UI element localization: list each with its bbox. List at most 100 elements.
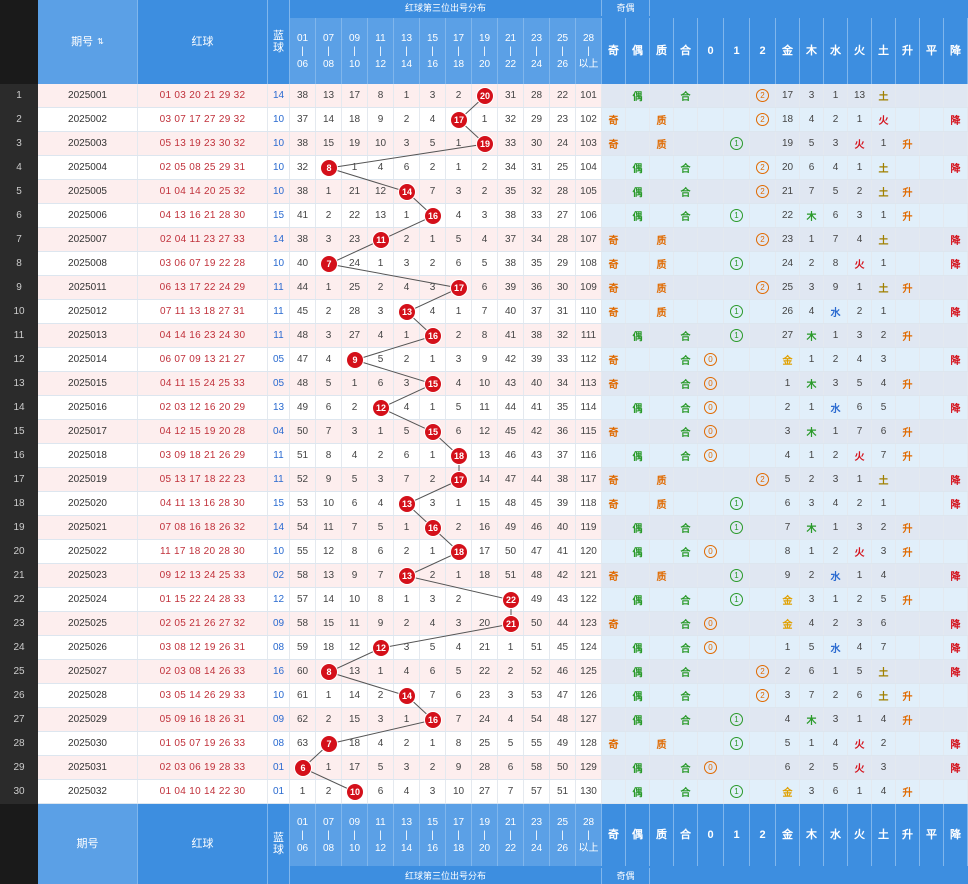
attr-value: 4 <box>784 450 791 461</box>
attr-cell <box>920 132 944 155</box>
dist-cell: 6 <box>446 252 472 275</box>
dist-cell: 10 <box>472 372 498 395</box>
attr-value: 1 <box>856 474 863 485</box>
attr-value: 2 <box>832 690 839 701</box>
attr-cell: 2 <box>824 540 848 563</box>
blue-ball-cell: 14 <box>268 228 290 251</box>
attr-value: 偶 <box>632 716 643 727</box>
attr-cell <box>698 276 724 299</box>
attr-value: 合 <box>680 428 691 439</box>
attr-cell <box>750 732 776 755</box>
attr-header-mod-2: 2 <box>750 18 776 84</box>
attr-cell <box>626 108 650 131</box>
attr-value: 合 <box>680 356 691 367</box>
red-balls-cell: 04 14 16 23 24 30 <box>138 324 268 347</box>
header-blue-label: 蓝球 <box>273 832 284 856</box>
attr-cell: 合 <box>674 396 698 419</box>
range-header-11: 28 | 以上 <box>576 804 602 866</box>
attr-value: 合 <box>680 212 691 223</box>
dist-cell: 6 <box>316 396 342 419</box>
attr-cell <box>896 660 920 683</box>
attr-cell: 24 <box>776 252 800 275</box>
attr-cell: 升 <box>896 276 920 299</box>
attr-value: 升 <box>902 332 913 343</box>
range-header-9: 23 | 24 <box>524 18 550 84</box>
dist-title-label: 红球第三位出号分布 <box>404 871 486 881</box>
table-row: 2025032 01 04 10 14 22 30 01 1 2 6 4 3 10 27 7 57 51… <box>38 780 968 804</box>
dist-cell: 2 <box>394 108 420 131</box>
dist-cell: 1 <box>368 252 394 275</box>
dist-cell: 41 <box>524 396 550 419</box>
attr-cell: 降 <box>944 492 968 515</box>
dist-cell: 15 <box>472 492 498 515</box>
attr-cell <box>896 492 920 515</box>
header-issue-cell[interactable]: 期号 ⇅ <box>38 0 138 84</box>
attr-cell: 6 <box>848 684 872 707</box>
range-top-label: 17 <box>452 816 465 828</box>
table-row: 2025020 04 11 13 16 28 30 15 53 10 6 4 3 1 15 48 45… <box>38 492 968 516</box>
attr-value: 奇 <box>608 140 619 151</box>
attr-cell: 合 <box>674 180 698 203</box>
range-header-1: 07 | 08 <box>316 18 342 84</box>
attr-value: 2 <box>856 594 863 605</box>
dist-cell: 32 <box>498 108 524 131</box>
attr-value: 3 <box>856 522 863 533</box>
dist-cell: 9 <box>342 564 368 587</box>
range-sep: | <box>457 45 460 57</box>
issue-cell: 2025030 <box>38 732 138 755</box>
attr-cell: 质 <box>650 132 674 155</box>
sort-icon[interactable]: ⇅ <box>97 37 104 46</box>
dist-cell: 6 <box>394 444 420 467</box>
dist-cell: 62 <box>290 708 316 731</box>
attr-cell: 4 <box>848 348 872 371</box>
attr-cell <box>698 156 724 179</box>
attr-cell <box>650 588 674 611</box>
attr-cell <box>724 468 750 491</box>
attr-value: 2 <box>784 666 791 677</box>
header-issue-cell[interactable]: 期号 <box>38 804 138 884</box>
dist-cell: 63 <box>290 732 316 755</box>
attr-value: 合 <box>680 452 691 463</box>
attr-value: 3 <box>808 594 815 605</box>
attr-cell: 1 <box>824 588 848 611</box>
attr-cell <box>650 660 674 683</box>
issue-cell: 2025021 <box>38 516 138 539</box>
blue-ball-cell: 10 <box>268 180 290 203</box>
attr-value: 1 <box>880 138 887 149</box>
attr-header-elem-4: 土 <box>872 18 896 84</box>
attr-cell <box>724 348 750 371</box>
attr-value: 17 <box>781 90 794 101</box>
drawn-ball: 9 <box>347 352 363 368</box>
attr-cell <box>944 180 968 203</box>
attr-value: 4 <box>880 714 887 725</box>
attr-cell: 5 <box>872 588 896 611</box>
attr-value: 降 <box>950 764 961 775</box>
dist-cell: 37 <box>290 108 316 131</box>
mod-circle: 2 <box>756 689 769 702</box>
dist-cell: 29 <box>524 108 550 131</box>
attr-cell <box>724 684 750 707</box>
dist-cell: 1 <box>316 276 342 299</box>
attr-value: 4 <box>808 618 815 629</box>
attr-value: 土 <box>878 692 889 703</box>
attr-cell <box>602 756 626 779</box>
attr-value: 1 <box>808 402 815 413</box>
dist-cell: 49 <box>290 396 316 419</box>
attr-cell <box>674 276 698 299</box>
attr-header-parity-1: 偶 <box>626 804 650 866</box>
attr-value: 质 <box>656 236 667 247</box>
dist-cell: 21 <box>472 636 498 659</box>
attr-cell: 偶 <box>626 708 650 731</box>
drawn-ball: 18 <box>451 448 467 464</box>
attr-value: 升 <box>902 524 913 535</box>
attr-value: 22 <box>781 210 794 221</box>
range-header-11: 28 | 以上 <box>576 18 602 84</box>
table-row: 2025011 06 13 17 22 24 29 11 44 1 25 2 4 3 6 39 36 3… <box>38 276 968 300</box>
dist-cell: 32 <box>550 324 576 347</box>
dist-cell: 22 <box>342 204 368 227</box>
range-top-label: 17 <box>452 32 465 44</box>
attr-value: 1 <box>880 258 887 269</box>
attr-value: 4 <box>880 786 887 797</box>
dist-cell: 38 <box>290 84 316 107</box>
attr-value: 2 <box>856 498 863 509</box>
